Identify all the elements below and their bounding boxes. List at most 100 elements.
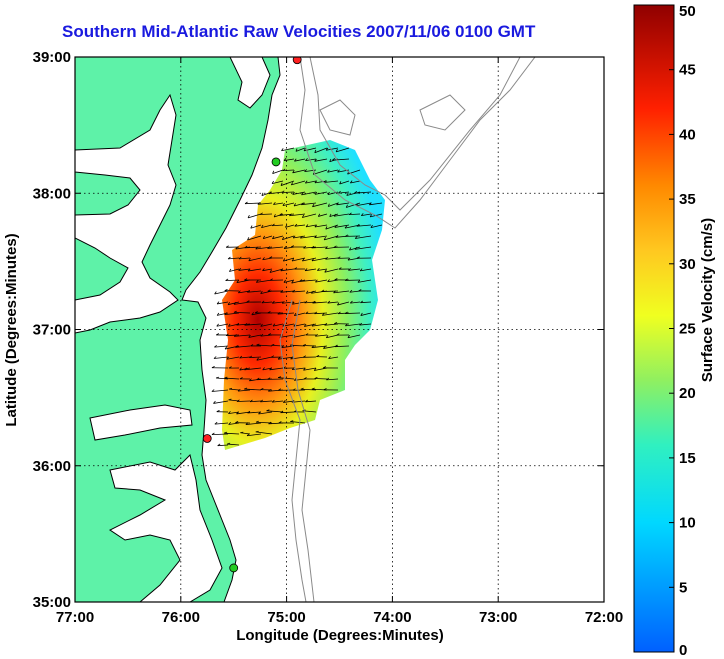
velocity-arrow-head — [327, 169, 330, 173]
x-tick-label: 76:00 — [162, 609, 200, 626]
velocity-arrow — [281, 191, 295, 193]
velocity-arrow-head — [280, 268, 284, 272]
velocity-arrow — [324, 323, 339, 326]
velocity-arrow — [302, 213, 317, 218]
velocity-arrow-head — [301, 202, 304, 205]
velocity-arrow-head — [279, 213, 282, 216]
velocity-arrow — [250, 400, 262, 403]
velocity-arrow — [293, 202, 306, 207]
velocity-arrow — [334, 224, 350, 228]
velocity-arrow-head — [294, 223, 298, 227]
velocity-arrow-head — [283, 279, 286, 283]
colorbar-tick-label: 50 — [679, 3, 696, 20]
velocity-arrow — [315, 334, 328, 337]
velocity-arrow — [236, 323, 251, 326]
velocity-arrow — [282, 202, 295, 206]
velocity-arrow-head — [254, 311, 258, 314]
velocity-arrow-head — [229, 268, 232, 272]
velocity-arrow-head — [304, 300, 308, 304]
velocity-arrow — [248, 268, 262, 272]
velocity-arrow-head — [354, 246, 358, 250]
velocity-arrow-head — [271, 180, 275, 184]
radar-stations — [202, 57, 302, 573]
velocity-arrow-head — [227, 256, 231, 260]
velocity-arrow — [247, 411, 262, 414]
velocity-arrow — [295, 147, 306, 152]
velocity-arrow — [216, 323, 229, 327]
velocity-arrow — [217, 444, 229, 447]
x-tick-label: 74:00 — [373, 609, 411, 626]
velocity-arrow — [305, 180, 317, 184]
velocity-arrow-head — [338, 267, 342, 270]
velocity-arrow — [301, 191, 317, 196]
velocity-arrow-head — [271, 223, 275, 227]
velocity-arrow — [313, 169, 328, 175]
colorbar-tick-label: 0 — [679, 642, 687, 659]
velocity-arrow-head — [356, 224, 360, 227]
velocity-arrow — [290, 356, 306, 360]
velocity-arrow — [214, 290, 229, 295]
velocity-arrow — [256, 279, 273, 283]
x-tick-label: 75:00 — [267, 609, 305, 626]
velocity-arrow-head — [292, 170, 295, 174]
velocity-arrow-head — [327, 300, 331, 304]
velocity-arrow — [326, 378, 339, 381]
velocity-arrow-head — [228, 366, 232, 369]
velocity-arrow-head — [247, 215, 250, 219]
velocity-arrow — [256, 356, 273, 361]
velocity-arrow-head — [285, 224, 288, 228]
velocity-arrow-head — [283, 158, 287, 161]
velocity-arrow — [354, 191, 372, 194]
velocity-arrow — [283, 257, 295, 262]
station-marker — [292, 57, 302, 65]
velocity-arrow — [348, 268, 361, 271]
velocity-arrow-head — [305, 180, 308, 184]
velocity-arrow-head — [281, 148, 284, 151]
velocity-arrow-head — [293, 203, 296, 207]
velocity-arrow — [291, 180, 306, 186]
velocity-arrow-head — [289, 213, 292, 217]
velocity-arrow-head — [303, 245, 307, 249]
velocity-arrow-head — [260, 399, 264, 403]
velocity-arrow-head — [302, 258, 305, 262]
velocity-arrow-head — [282, 202, 285, 206]
map-plot-area — [75, 57, 604, 602]
velocity-arrow-head — [292, 301, 295, 305]
velocity-arrow-head — [267, 333, 271, 336]
velocity-arrow-head — [290, 356, 293, 360]
velocity-arrow-head — [333, 290, 336, 294]
velocity-arrow-head — [282, 258, 286, 262]
velocity-arrow — [360, 312, 372, 316]
velocity-arrow — [282, 169, 295, 172]
velocity-arrow-head — [354, 236, 358, 239]
velocity-arrow-head — [256, 343, 260, 346]
velocity-arrow-head — [303, 377, 307, 380]
velocity-arrow — [217, 301, 229, 305]
velocity-arrow — [328, 356, 339, 360]
velocity-arrow — [269, 367, 284, 371]
velocity-arrow-head — [314, 149, 317, 153]
velocity-arrow-head — [314, 158, 317, 162]
velocity-arrow — [235, 345, 251, 348]
velocity-arrow-head — [248, 334, 251, 338]
velocity-arrow — [327, 169, 339, 173]
velocity-arrow-head — [345, 323, 348, 327]
velocity-arrow — [314, 147, 328, 154]
velocity-arrow — [224, 377, 240, 380]
velocity-arrow-head — [251, 312, 254, 316]
velocity-arrow-head — [325, 147, 329, 151]
velocity-arrow-head — [272, 323, 276, 327]
velocity-arrow-head — [325, 246, 328, 250]
velocity-arrow-head — [336, 333, 340, 336]
velocity-arrow — [328, 202, 339, 207]
velocity-arrow — [335, 147, 350, 153]
velocity-arrow — [370, 224, 383, 228]
velocity-arrow-head — [239, 367, 242, 371]
velocity-arrow-head — [282, 168, 286, 171]
y-tick-label: 36:00 — [33, 458, 71, 475]
velocity-arrow — [299, 279, 317, 282]
velocity-arrow-head — [267, 311, 271, 314]
velocity-arrow-head — [325, 226, 328, 230]
velocity-arrow-head — [283, 400, 286, 403]
velocity-arrow-head — [335, 148, 338, 153]
